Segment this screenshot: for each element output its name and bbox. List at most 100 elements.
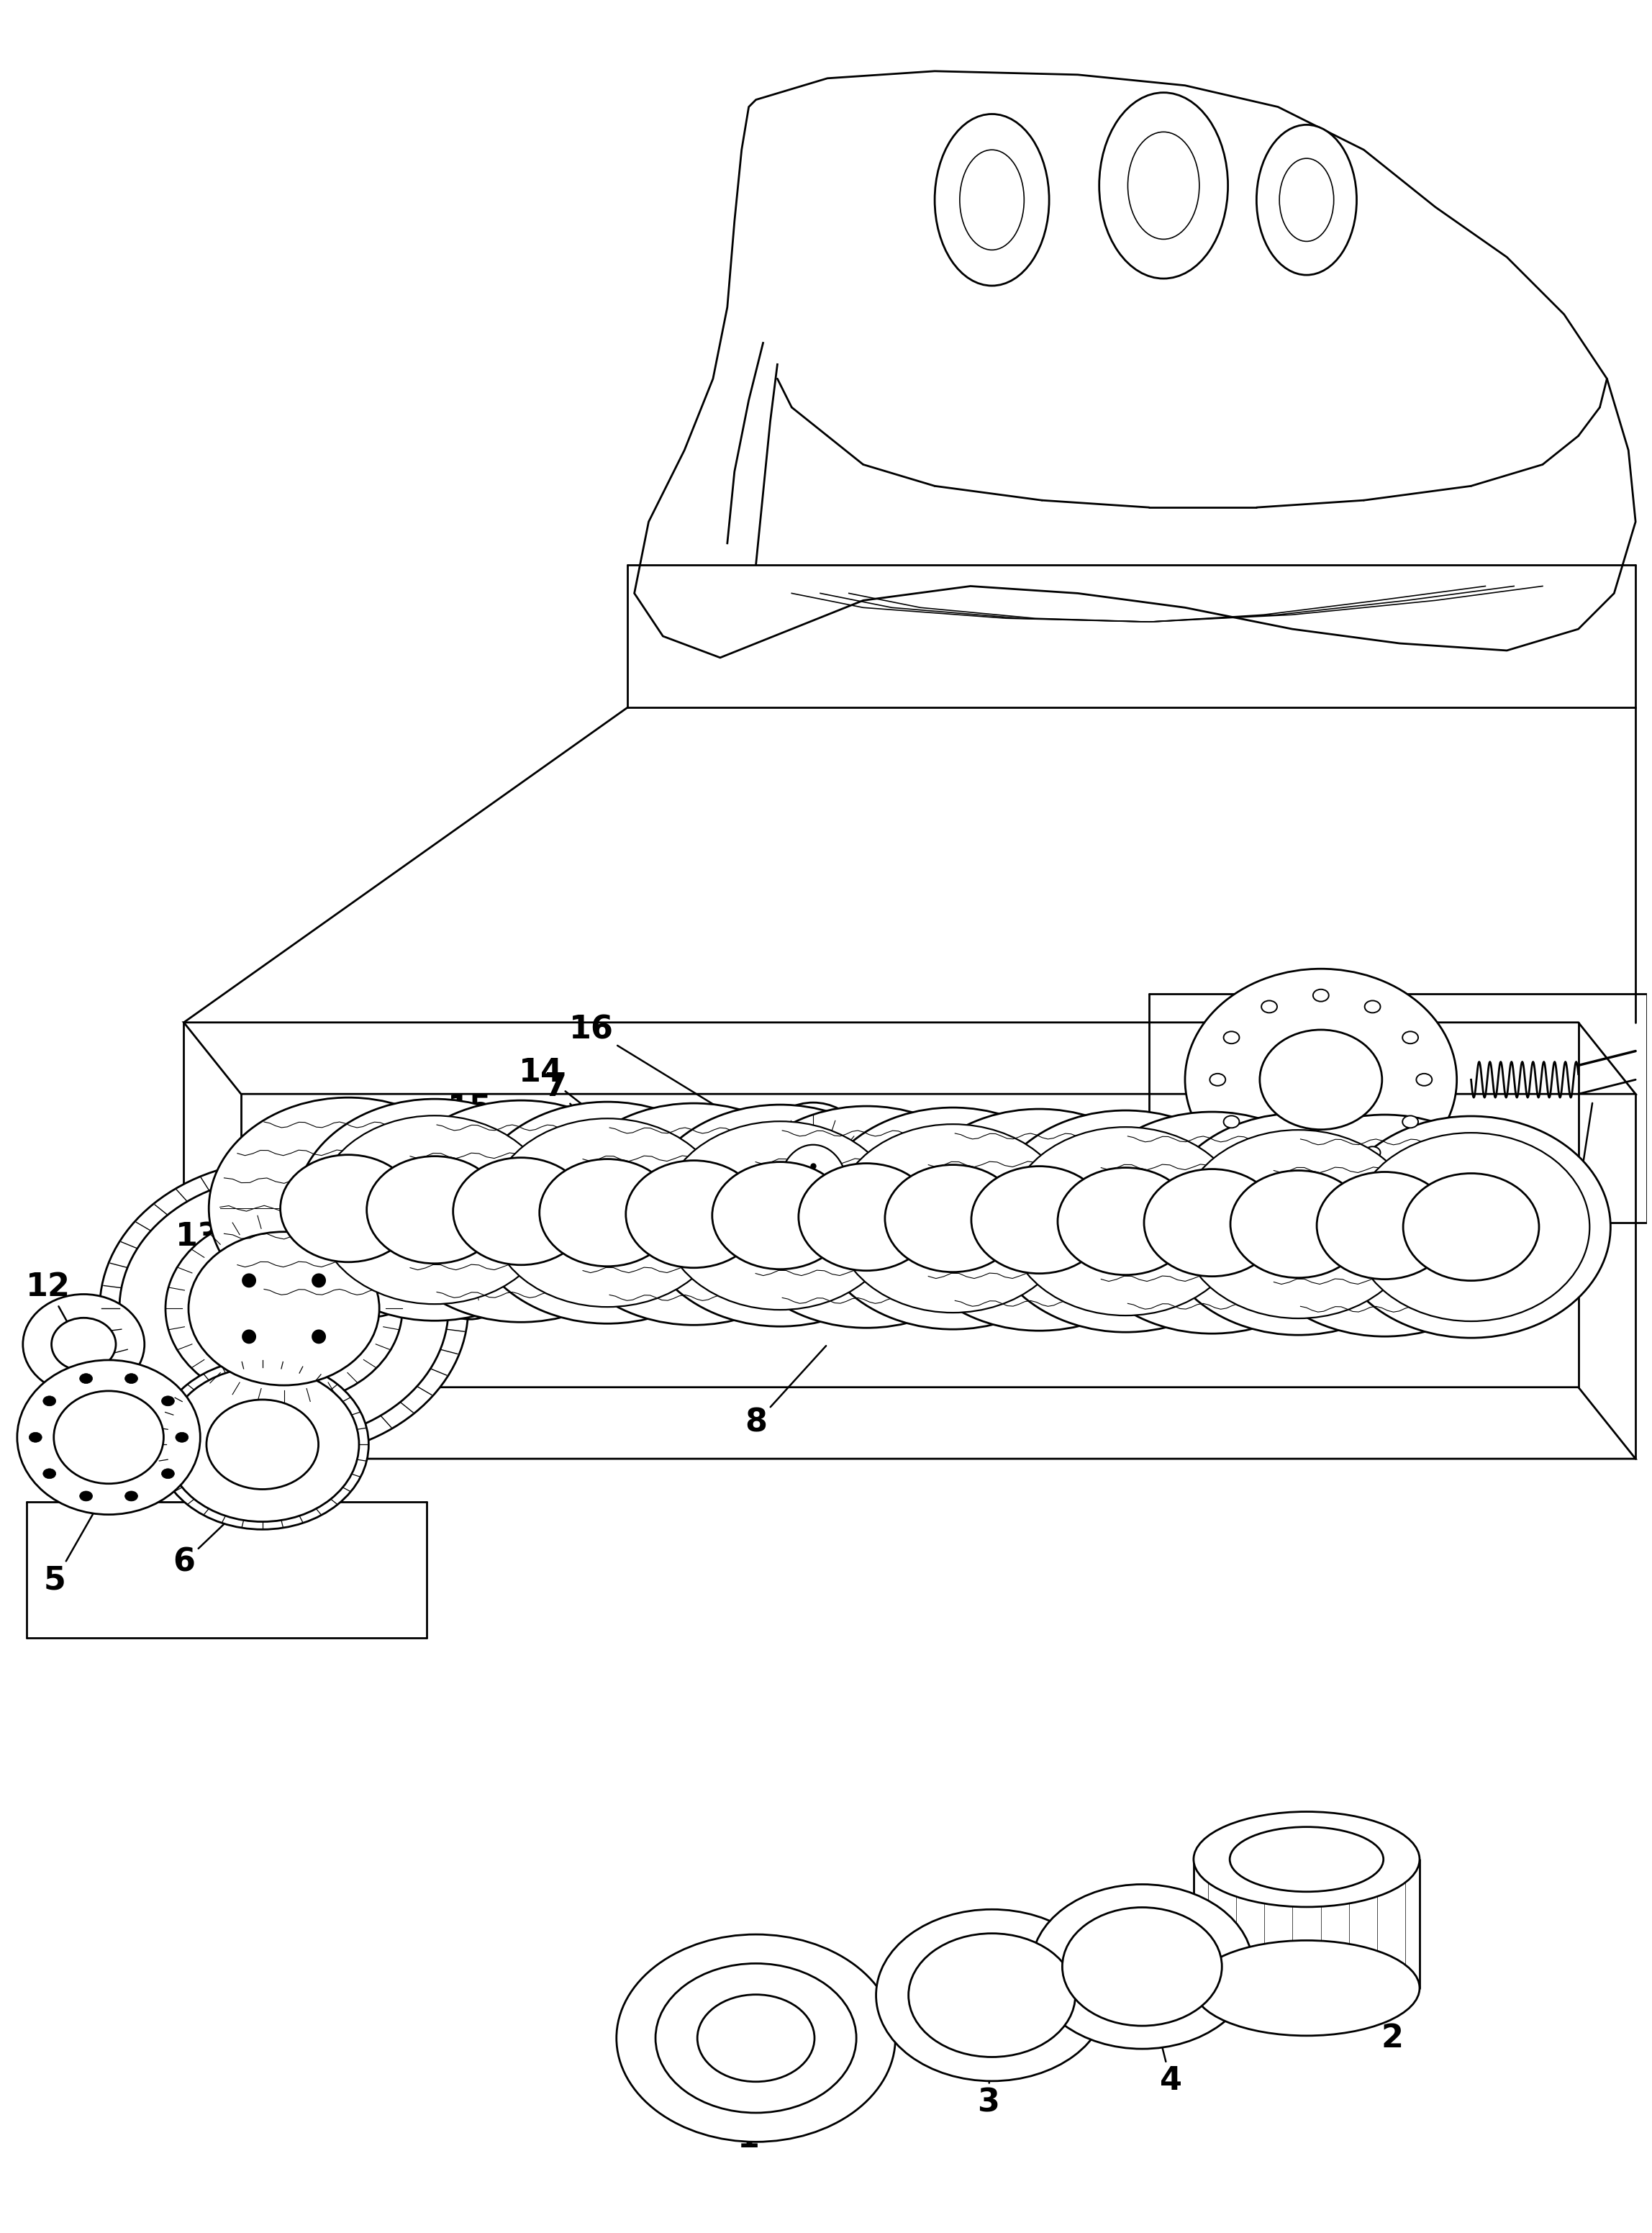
Ellipse shape [550, 1183, 618, 1277]
Ellipse shape [43, 1469, 56, 1478]
Ellipse shape [1160, 1114, 1437, 1335]
Ellipse shape [208, 1099, 487, 1320]
Text: 11: 11 [1556, 1103, 1601, 1210]
Ellipse shape [175, 1431, 188, 1443]
Ellipse shape [1231, 1170, 1366, 1277]
Ellipse shape [813, 1108, 1092, 1329]
Ellipse shape [798, 1163, 935, 1271]
Text: 8: 8 [745, 1346, 826, 1438]
Circle shape [241, 1329, 256, 1344]
Ellipse shape [834, 1123, 1072, 1313]
Ellipse shape [1209, 1074, 1226, 1085]
Ellipse shape [641, 1105, 920, 1326]
Ellipse shape [885, 1166, 1021, 1273]
Ellipse shape [79, 1492, 93, 1501]
Ellipse shape [727, 1105, 1006, 1329]
Ellipse shape [367, 1157, 502, 1264]
Ellipse shape [439, 1213, 501, 1291]
Ellipse shape [1184, 969, 1457, 1190]
Ellipse shape [1313, 989, 1328, 1000]
Ellipse shape [79, 1373, 93, 1384]
Polygon shape [634, 71, 1635, 659]
Circle shape [312, 1273, 325, 1288]
Ellipse shape [1262, 1000, 1277, 1014]
Ellipse shape [382, 1101, 661, 1322]
Ellipse shape [654, 1141, 757, 1275]
Ellipse shape [960, 150, 1024, 250]
Ellipse shape [1008, 1128, 1244, 1315]
Ellipse shape [524, 1152, 644, 1306]
Ellipse shape [1317, 1172, 1452, 1280]
Ellipse shape [165, 1213, 403, 1405]
Ellipse shape [1403, 1172, 1540, 1282]
Ellipse shape [206, 1400, 319, 1489]
Polygon shape [183, 1023, 1635, 1094]
Text: 6: 6 [173, 1489, 261, 1579]
Text: 9: 9 [1196, 1116, 1284, 1210]
Ellipse shape [162, 1469, 175, 1478]
Ellipse shape [656, 1963, 856, 2112]
Text: 16: 16 [570, 1014, 811, 1163]
Circle shape [312, 1329, 325, 1344]
Ellipse shape [1365, 1000, 1381, 1014]
Ellipse shape [281, 1154, 416, 1262]
Ellipse shape [1353, 1132, 1589, 1322]
Text: 4: 4 [1150, 1996, 1181, 2097]
Text: 7: 7 [545, 1072, 682, 1235]
Text: 3: 3 [978, 2019, 999, 2117]
Text: 1: 1 [737, 2066, 763, 2155]
Ellipse shape [1313, 1159, 1328, 1170]
Text: 13: 13 [175, 1221, 276, 1322]
Ellipse shape [157, 1360, 368, 1530]
Text: 14: 14 [362, 1121, 476, 1242]
Ellipse shape [1072, 1112, 1351, 1333]
Ellipse shape [1062, 1907, 1222, 2025]
Ellipse shape [296, 1099, 575, 1320]
Ellipse shape [555, 1103, 833, 1324]
Ellipse shape [986, 1110, 1265, 1333]
Ellipse shape [1332, 1116, 1611, 1338]
Ellipse shape [453, 1157, 590, 1264]
Ellipse shape [935, 114, 1049, 286]
Ellipse shape [43, 1396, 56, 1407]
Ellipse shape [188, 1233, 380, 1384]
Ellipse shape [1403, 1116, 1417, 1128]
Ellipse shape [1224, 1032, 1239, 1043]
Ellipse shape [99, 1161, 468, 1456]
Ellipse shape [1229, 1827, 1383, 1891]
Ellipse shape [1031, 1885, 1252, 2050]
Ellipse shape [51, 1317, 116, 1371]
Text: 2: 2 [1322, 1954, 1404, 2054]
Ellipse shape [1403, 1032, 1417, 1043]
Ellipse shape [489, 1119, 725, 1306]
Ellipse shape [416, 1183, 524, 1320]
Ellipse shape [909, 1934, 1075, 2057]
Ellipse shape [1257, 125, 1356, 275]
Ellipse shape [30, 1431, 41, 1443]
Ellipse shape [165, 1367, 358, 1521]
Ellipse shape [468, 1101, 747, 1324]
Text: 10: 10 [1305, 1146, 1398, 1230]
Ellipse shape [1279, 159, 1333, 241]
Ellipse shape [55, 1391, 164, 1483]
Ellipse shape [677, 1170, 735, 1246]
Polygon shape [183, 1387, 1635, 1458]
Ellipse shape [626, 1161, 762, 1268]
Ellipse shape [661, 1121, 899, 1311]
Ellipse shape [1057, 1168, 1193, 1275]
Ellipse shape [119, 1177, 448, 1440]
Ellipse shape [1099, 92, 1227, 279]
Ellipse shape [780, 1146, 847, 1228]
Ellipse shape [17, 1360, 200, 1514]
Ellipse shape [1224, 1116, 1239, 1128]
Ellipse shape [126, 1373, 137, 1384]
Ellipse shape [316, 1116, 553, 1304]
Ellipse shape [1365, 1146, 1381, 1159]
Ellipse shape [1246, 1114, 1525, 1335]
Ellipse shape [1194, 1940, 1419, 2036]
Ellipse shape [1128, 132, 1199, 239]
Ellipse shape [1416, 1074, 1432, 1085]
Ellipse shape [1180, 1130, 1417, 1317]
Ellipse shape [616, 1934, 895, 2141]
Ellipse shape [540, 1159, 676, 1266]
